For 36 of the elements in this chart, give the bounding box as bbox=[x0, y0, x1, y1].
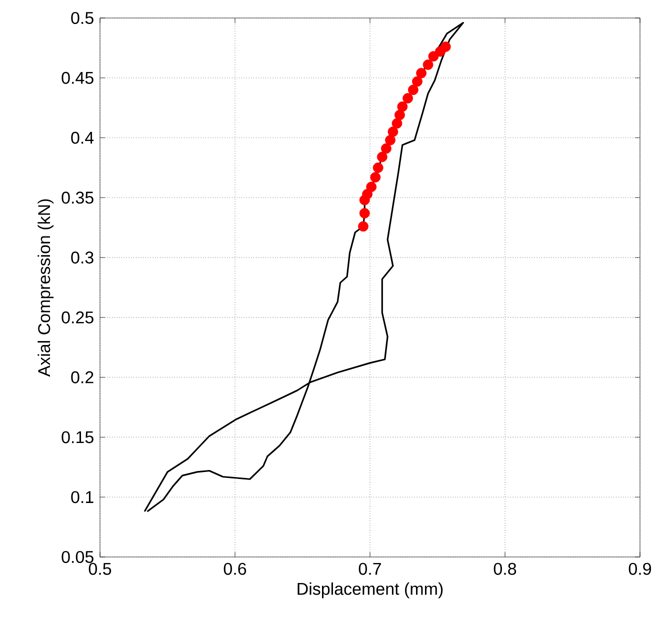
point bbox=[416, 68, 426, 78]
y-tick-label: 0.5 bbox=[71, 12, 94, 24]
point bbox=[359, 194, 370, 206]
y-tick-label: 0.15 bbox=[62, 431, 94, 444]
y-tick-label: 0.35 bbox=[62, 192, 94, 204]
y-tick-label: 0.2 bbox=[71, 371, 94, 384]
point bbox=[394, 110, 405, 120]
point bbox=[359, 208, 370, 218]
y-tick-label: 0.45 bbox=[62, 72, 94, 84]
point bbox=[370, 172, 381, 182]
point bbox=[408, 84, 418, 96]
point bbox=[402, 93, 413, 104]
x-axis-title: Displacement (mm) bbox=[298, 582, 443, 598]
point bbox=[376, 152, 388, 162]
y-tick-label: 0.1 bbox=[71, 491, 94, 504]
x-tick-label: 0.6 bbox=[224, 562, 246, 575]
point bbox=[392, 118, 402, 129]
y-axis-title: Axial Compression (kN) bbox=[38, 199, 54, 377]
point bbox=[385, 134, 396, 146]
y-tick-label: 0.3 bbox=[71, 252, 94, 264]
x-tick-label: 0.8 bbox=[494, 562, 516, 575]
point bbox=[422, 60, 434, 70]
point bbox=[372, 162, 384, 173]
point bbox=[428, 51, 439, 62]
y-tick-label: 0.4 bbox=[71, 132, 94, 144]
x-tick-label: 0.7 bbox=[358, 562, 381, 575]
point bbox=[397, 101, 408, 112]
line-series bbox=[144, 22, 464, 512]
point bbox=[381, 143, 392, 154]
y-tick-label: 0.25 bbox=[62, 311, 94, 324]
x-tick-label: 0.5 bbox=[88, 562, 112, 575]
y-tick-label: 0.05 bbox=[62, 550, 94, 564]
x-tick-label: 0.9 bbox=[628, 562, 652, 575]
point bbox=[358, 221, 368, 232]
point bbox=[388, 126, 398, 137]
point bbox=[412, 76, 422, 87]
